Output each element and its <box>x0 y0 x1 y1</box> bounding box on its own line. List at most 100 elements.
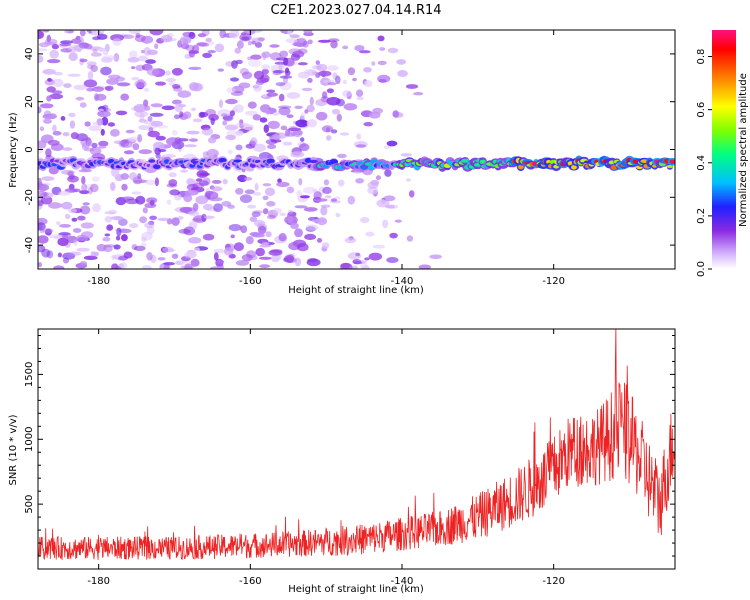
noise-blob <box>104 233 111 237</box>
noise-blob <box>330 129 338 134</box>
noise-blob <box>129 223 139 229</box>
noise-blob <box>98 140 109 147</box>
noise-blob <box>94 93 99 102</box>
noise-blob <box>309 96 314 106</box>
noise-blob <box>276 181 290 188</box>
noise-blob <box>322 91 328 99</box>
noise-blob <box>116 227 122 237</box>
noise-blob <box>186 130 200 135</box>
noise-blob <box>104 211 116 215</box>
noise-blob <box>163 264 170 269</box>
noise-blob <box>304 233 317 240</box>
noise-blob <box>210 266 224 269</box>
noise-blob <box>193 247 200 251</box>
noise-blob <box>72 228 82 233</box>
noise-blob <box>266 92 278 97</box>
noise-blob <box>81 176 86 185</box>
noise-blob <box>396 59 407 65</box>
ridge-cell <box>669 159 675 165</box>
noise-blob <box>38 190 48 199</box>
noise-blob <box>138 149 152 155</box>
noise-blob <box>183 251 198 259</box>
noise-blob <box>254 182 259 192</box>
noise-blob <box>383 145 392 149</box>
noise-blob <box>68 112 76 118</box>
spectrogram-panel: -180 -160 -140 -120 -40 -20 0 20 40 Height of st… <box>8 29 676 296</box>
noise-blob <box>146 226 155 235</box>
noise-blob <box>252 114 261 121</box>
noise-blob <box>79 102 87 108</box>
noise-blob <box>356 89 364 97</box>
noise-blob <box>191 107 196 112</box>
noise-blob <box>48 113 57 120</box>
noise-blob <box>294 205 308 209</box>
noise-blob <box>279 81 292 91</box>
noise-blob <box>91 142 98 148</box>
noise-blob <box>262 94 267 98</box>
noise-blob <box>87 71 94 80</box>
noise-blob <box>292 42 304 47</box>
noise-blob <box>83 255 98 260</box>
noise-blob <box>321 125 333 133</box>
noise-blob <box>49 49 59 59</box>
noise-blob <box>247 59 262 68</box>
noise-blob <box>259 117 268 123</box>
noise-blob <box>227 149 233 155</box>
noise-blob <box>297 48 308 55</box>
noise-blob <box>149 199 155 206</box>
noise-blob <box>115 235 121 241</box>
noise-blob <box>75 96 85 101</box>
noise-blob <box>47 59 61 64</box>
ridge-cell <box>153 164 161 170</box>
noise-blob <box>251 211 261 218</box>
noise-blob <box>385 204 396 209</box>
spectrogram-xtick-label: -140 <box>391 276 414 287</box>
noise-blob <box>108 209 118 215</box>
noise-blob <box>123 251 133 259</box>
noise-blob <box>89 146 102 155</box>
noise-blob <box>155 135 166 141</box>
noise-blob <box>257 225 267 235</box>
snr-plot-area <box>38 329 675 561</box>
noise-blob <box>192 118 203 123</box>
noise-blob <box>300 112 306 122</box>
spectrogram-ytick-label: 40 <box>24 48 35 61</box>
noise-blob <box>120 93 130 101</box>
noise-blob <box>96 33 108 40</box>
noise-blob <box>183 194 193 203</box>
noise-blob <box>244 177 253 181</box>
noise-blob <box>83 79 98 88</box>
noise-blob <box>83 43 93 50</box>
noise-blob <box>292 50 305 58</box>
noise-blob <box>142 207 148 214</box>
noise-blob <box>110 168 120 177</box>
noise-blob <box>121 234 128 242</box>
snr-xtick-label: -160 <box>239 576 262 587</box>
noise-blob <box>379 47 386 51</box>
noise-blob <box>394 219 402 223</box>
noise-blob <box>102 104 109 112</box>
noise-blob <box>172 84 181 89</box>
noise-blob <box>354 45 365 52</box>
noise-blob <box>70 132 79 140</box>
noise-blob <box>306 104 315 113</box>
noise-blob <box>64 213 71 220</box>
noise-blob <box>79 261 88 266</box>
noise-blob <box>157 257 166 261</box>
ridge-cell <box>461 158 470 163</box>
noise-blob <box>320 206 328 216</box>
noise-blob <box>98 30 105 35</box>
noise-blob <box>154 147 161 155</box>
noise-blob <box>84 121 91 127</box>
noise-blob <box>184 189 199 196</box>
noise-blob <box>290 151 305 158</box>
noise-blob <box>304 109 309 114</box>
noise-blob <box>135 33 141 38</box>
noise-blob <box>179 206 193 213</box>
noise-blob <box>234 47 241 54</box>
noise-blob <box>38 140 47 149</box>
noise-blob <box>363 122 374 127</box>
spectrogram-xtick-label: -180 <box>87 276 110 287</box>
noise-blob <box>205 190 214 196</box>
noise-blob <box>68 251 82 256</box>
